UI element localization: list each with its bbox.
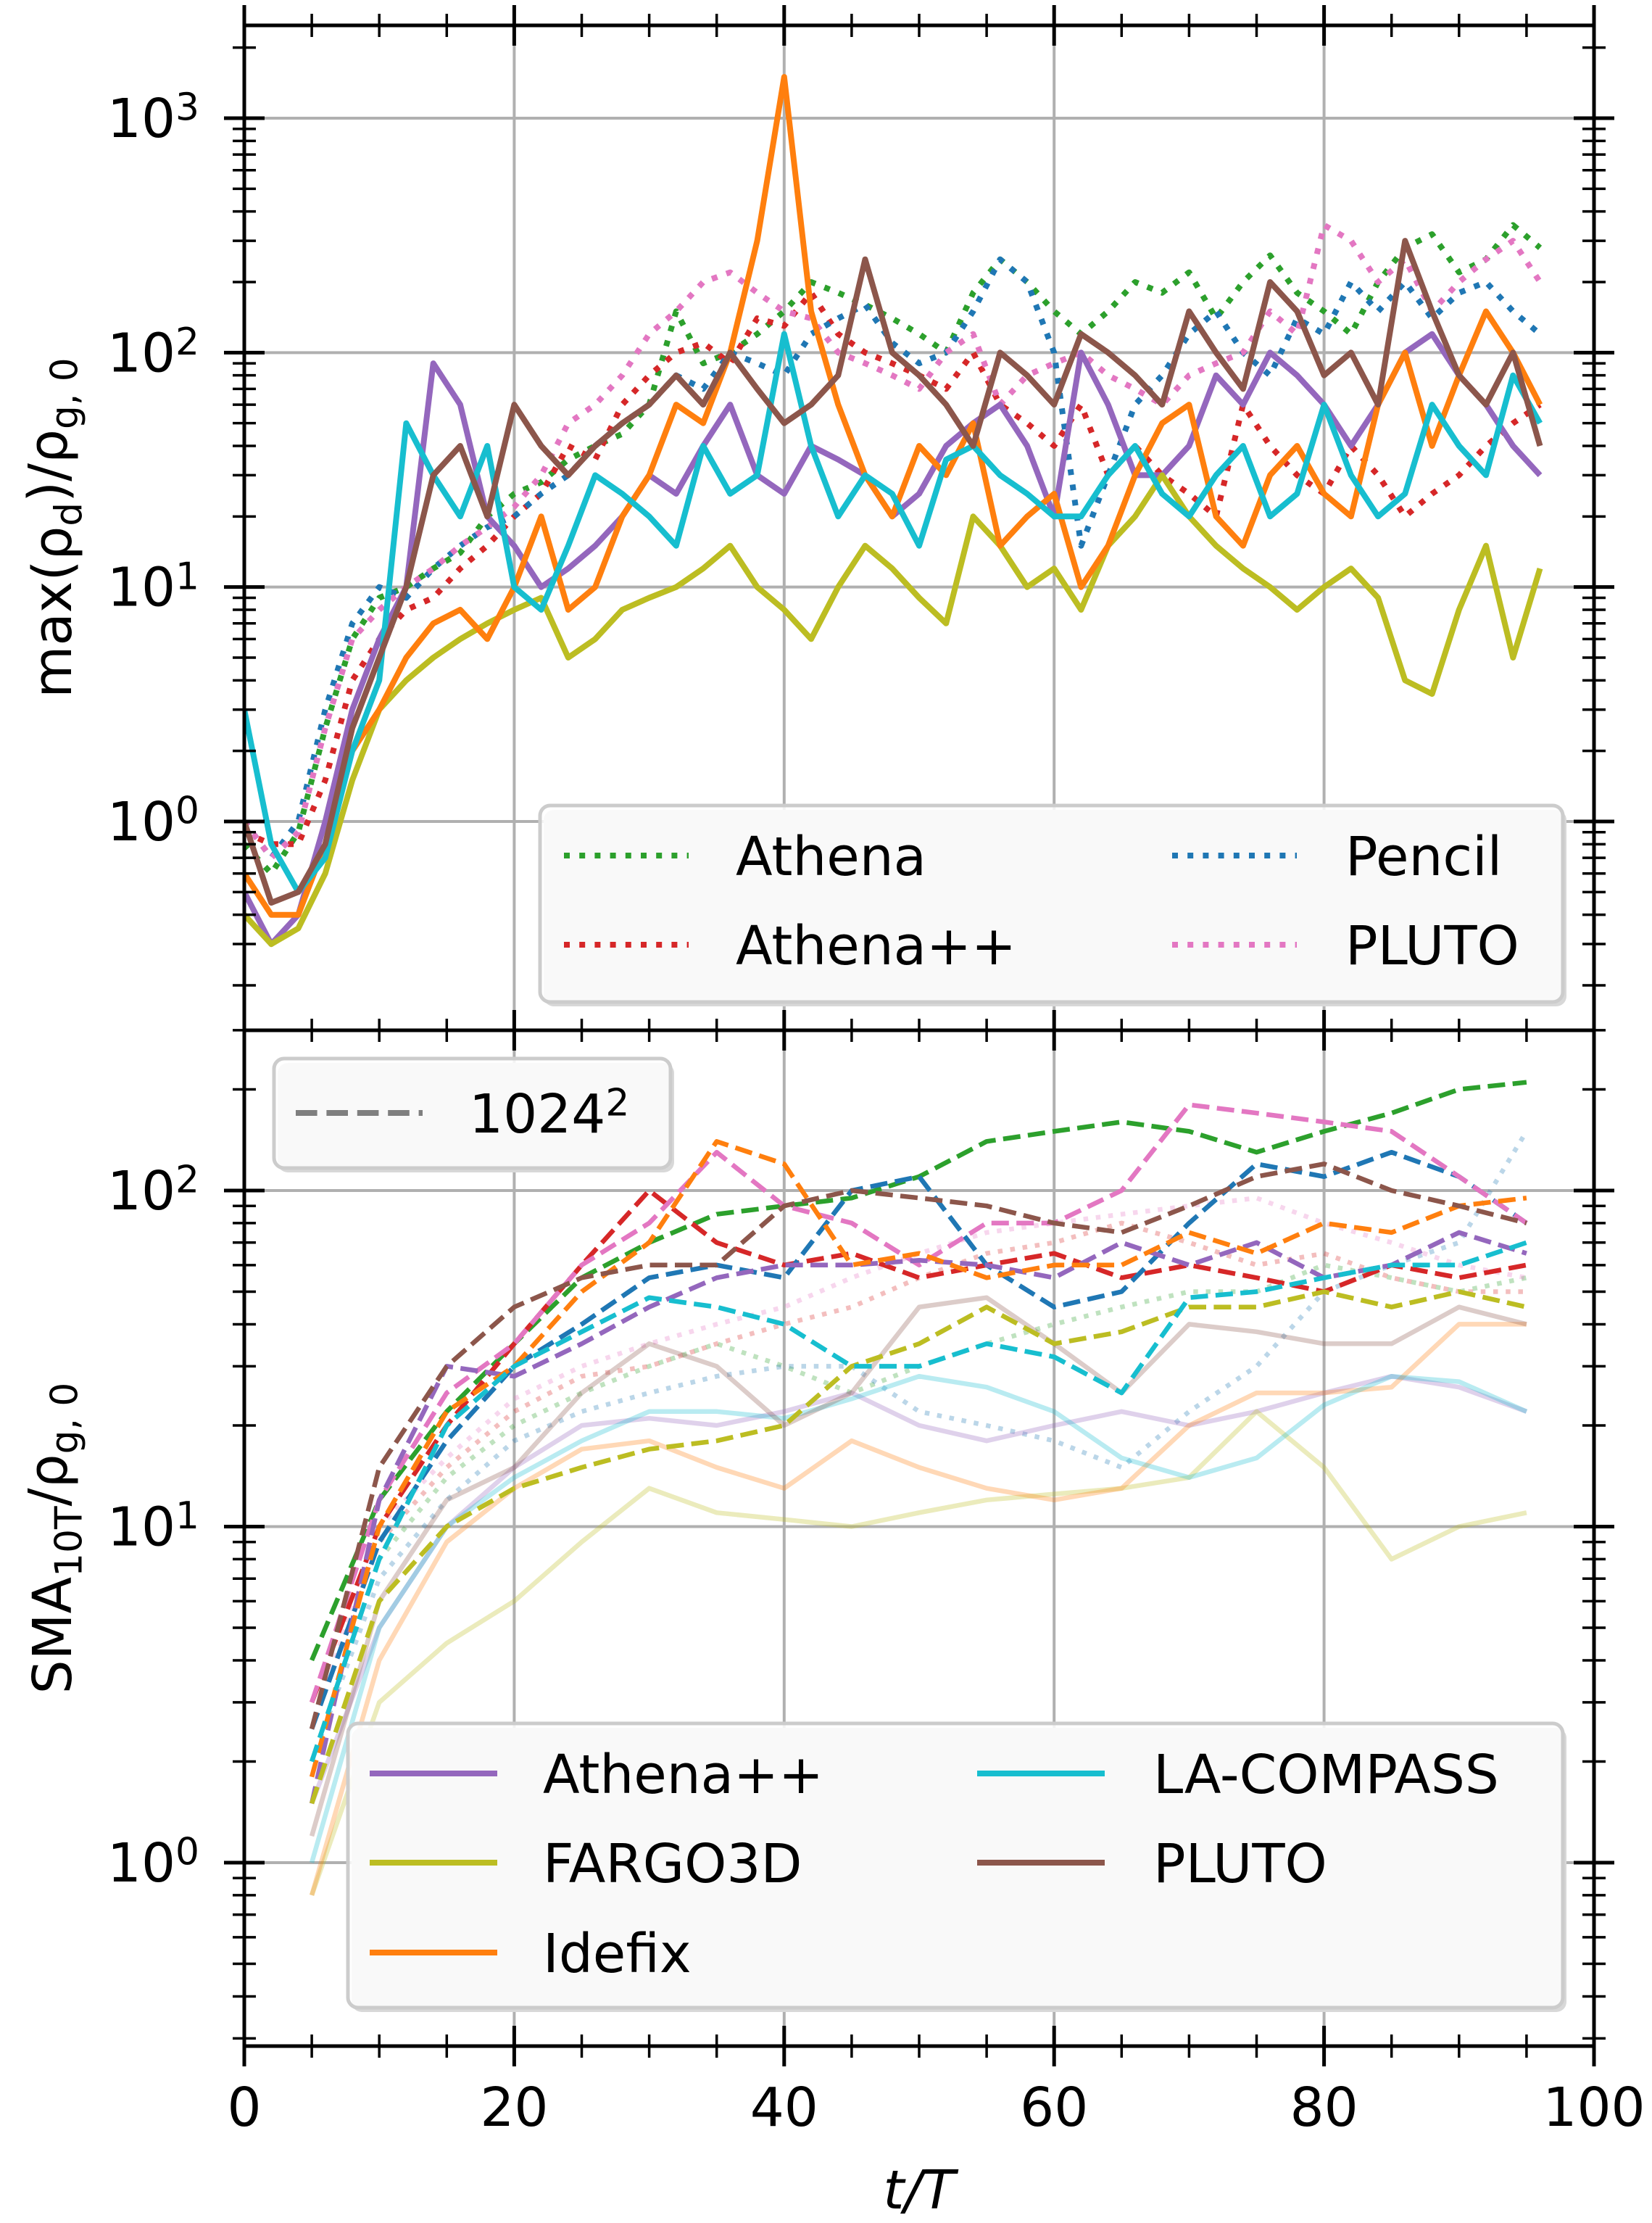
series-line-pluto-1024-2-pink--dashed: [310, 1102, 1528, 1703]
legend-label: Athena: [736, 826, 926, 888]
x-tick-label: 100: [1543, 2077, 1645, 2139]
legend-label: PLUTO: [1153, 1833, 1327, 1895]
series-line-fargo3d-solid: [244, 472, 1543, 948]
legend-resolution: 10242: [272, 1056, 674, 1172]
x-tick-label: 40: [750, 2077, 818, 2139]
series-line-fargo3d-1024-2-dashed: [310, 1289, 1527, 1805]
series-line-pluto-solid: [309, 1295, 1527, 1837]
y-tick-label: 100: [107, 790, 199, 853]
series-line-la-compass-1024-2-dashed: [310, 1240, 1527, 1763]
legend-label: 10242: [469, 1082, 629, 1146]
legend-codes-top: Athena Pencil Athena++ PLUTO: [538, 803, 1566, 1006]
legend-label: Athena++: [736, 915, 1016, 977]
legend-label: FARGO3D: [543, 1833, 802, 1895]
series-line-athena--solid: [310, 1373, 1528, 1805]
series-group: [309, 1080, 1529, 1896]
bottom-panel: 100 101 102 SMA10T/ρg, 0 10242 Athena++ LA-COM…: [17, 1028, 1614, 2048]
series-line-la-compass-solid: [309, 1373, 1528, 1863]
series-line-idefix-1024-2-dashed: [309, 1139, 1527, 1778]
legend-label: PLUTO: [1345, 915, 1519, 977]
series-line-pencil-dotted: [310, 1130, 1529, 1763]
series-line-pluto-solid: [244, 238, 1543, 906]
series-line-la-compass-solid: [244, 331, 1543, 895]
legend-label: Pencil: [1345, 826, 1502, 888]
series-line-athena-dotted: [244, 222, 1543, 877]
y-tick-label: 101: [107, 555, 199, 618]
series-line-pencil-1024-2-dashed: [310, 1149, 1528, 1730]
y-tick-label: 102: [107, 1159, 199, 1222]
x-tick-label: 80: [1290, 2077, 1358, 2139]
series-line-pluto-1024-2-dashed: [309, 1162, 1527, 1730]
x-axis-label: t/T: [883, 2159, 959, 2222]
legend-label: Athena++: [543, 1744, 823, 1806]
series-line-idefix-solid: [244, 74, 1543, 918]
x-tick-label: 0: [227, 2077, 261, 2139]
y-tick-label: 103: [107, 86, 199, 150]
series-line-pluto-dotted: [244, 222, 1543, 861]
y-axis-label: SMA10T/ρg, 0: [17, 1383, 91, 1694]
legend-label: Idefix: [543, 1923, 692, 1985]
legend-box: [346, 1721, 1565, 2010]
legend-label: LA-COMPASS: [1153, 1744, 1499, 1806]
series-line-athena-solid-code-1024-2-dashed: [309, 1230, 1527, 1805]
y-axis-label: max(ρd)/ρg, 0: [17, 357, 91, 698]
series-line-fargo3d-solid: [310, 1409, 1527, 1896]
series-group: [244, 74, 1543, 948]
y-tick-label: 101: [107, 1494, 199, 1558]
legend-codes-bottom: Athena++ LA-COMPASS FARGO3D PLUTO Idefix: [346, 1721, 1566, 2012]
legend-box: [272, 1056, 673, 1170]
series-line-athena--dotted: [310, 1220, 1527, 1730]
y-tick-label: 100: [107, 1831, 199, 1895]
x-tick-label: 60: [1020, 2077, 1088, 2139]
x-tick-label: 20: [480, 2077, 548, 2139]
legend-box: [538, 803, 1565, 1004]
y-tick-label: 102: [107, 320, 199, 384]
shared-x-axis: 0 20 40 60 80 100 t/T: [227, 5, 1645, 2222]
